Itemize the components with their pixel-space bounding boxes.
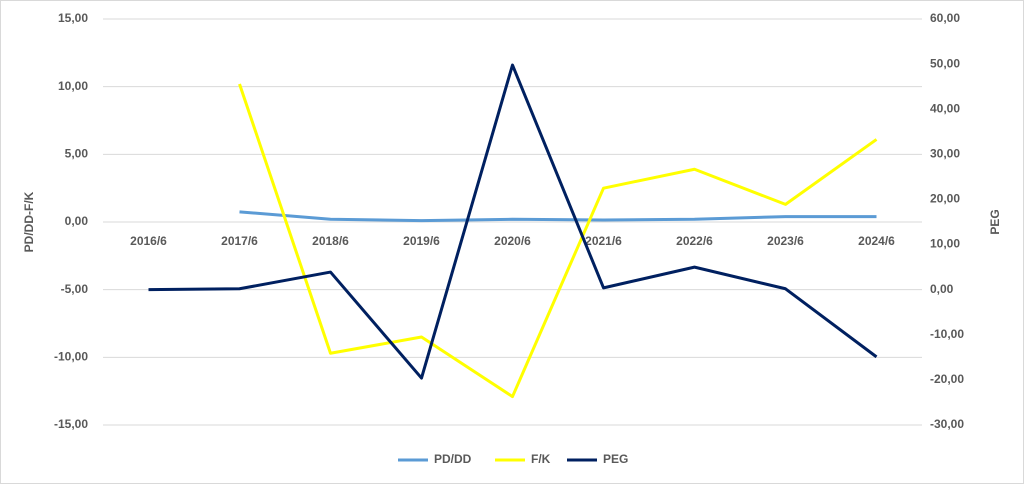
x-tick-label: 2020/6 (494, 234, 531, 248)
y-tick-label: -5,00 (61, 282, 89, 296)
series-line (239, 210, 877, 223)
x-tick-label: 2018/6 (312, 234, 349, 248)
x-tick-label: 2017/6 (221, 234, 258, 248)
x-tick-label: 2023/6 (767, 234, 804, 248)
x-tick-label: 2024/6 (858, 234, 895, 248)
y-tick-label: -15,00 (54, 417, 88, 431)
y2-tick-label: 60,00 (930, 11, 960, 25)
y2-tick-label: 40,00 (930, 101, 960, 115)
y-axis-title: PD/DD-F/K (22, 191, 36, 252)
y-tick-label: 15,00 (58, 11, 88, 25)
y-tick-label: 5,00 (65, 147, 89, 161)
y2-tick-label: 30,00 (930, 147, 960, 161)
y-tick-label: 0,00 (65, 214, 89, 228)
y2-tick-label: -30,00 (930, 417, 964, 431)
x-tick-label: 2019/6 (403, 234, 440, 248)
x-tick-label: 2016/6 (130, 234, 167, 248)
series-line (238, 83, 878, 399)
y2-tick-label: -10,00 (930, 327, 964, 341)
x-tick-label: 2021/6 (585, 234, 622, 248)
x-tick-label: 2022/6 (676, 234, 713, 248)
legend-label: PD/DD (434, 452, 472, 466)
legend-label: F/K (531, 452, 551, 466)
series-line (148, 63, 878, 380)
y2-axis-title: PEG (988, 209, 1002, 234)
y2-tick-label: 0,00 (930, 282, 954, 296)
y2-tick-label: 50,00 (930, 56, 960, 70)
y2-tick-label: 10,00 (930, 237, 960, 251)
y-tick-label: 10,00 (58, 79, 88, 93)
y2-tick-label: 20,00 (930, 192, 960, 206)
y-tick-label: -10,00 (54, 350, 88, 364)
y2-tick-label: -20,00 (930, 372, 964, 386)
legend-label: PEG (603, 452, 628, 466)
